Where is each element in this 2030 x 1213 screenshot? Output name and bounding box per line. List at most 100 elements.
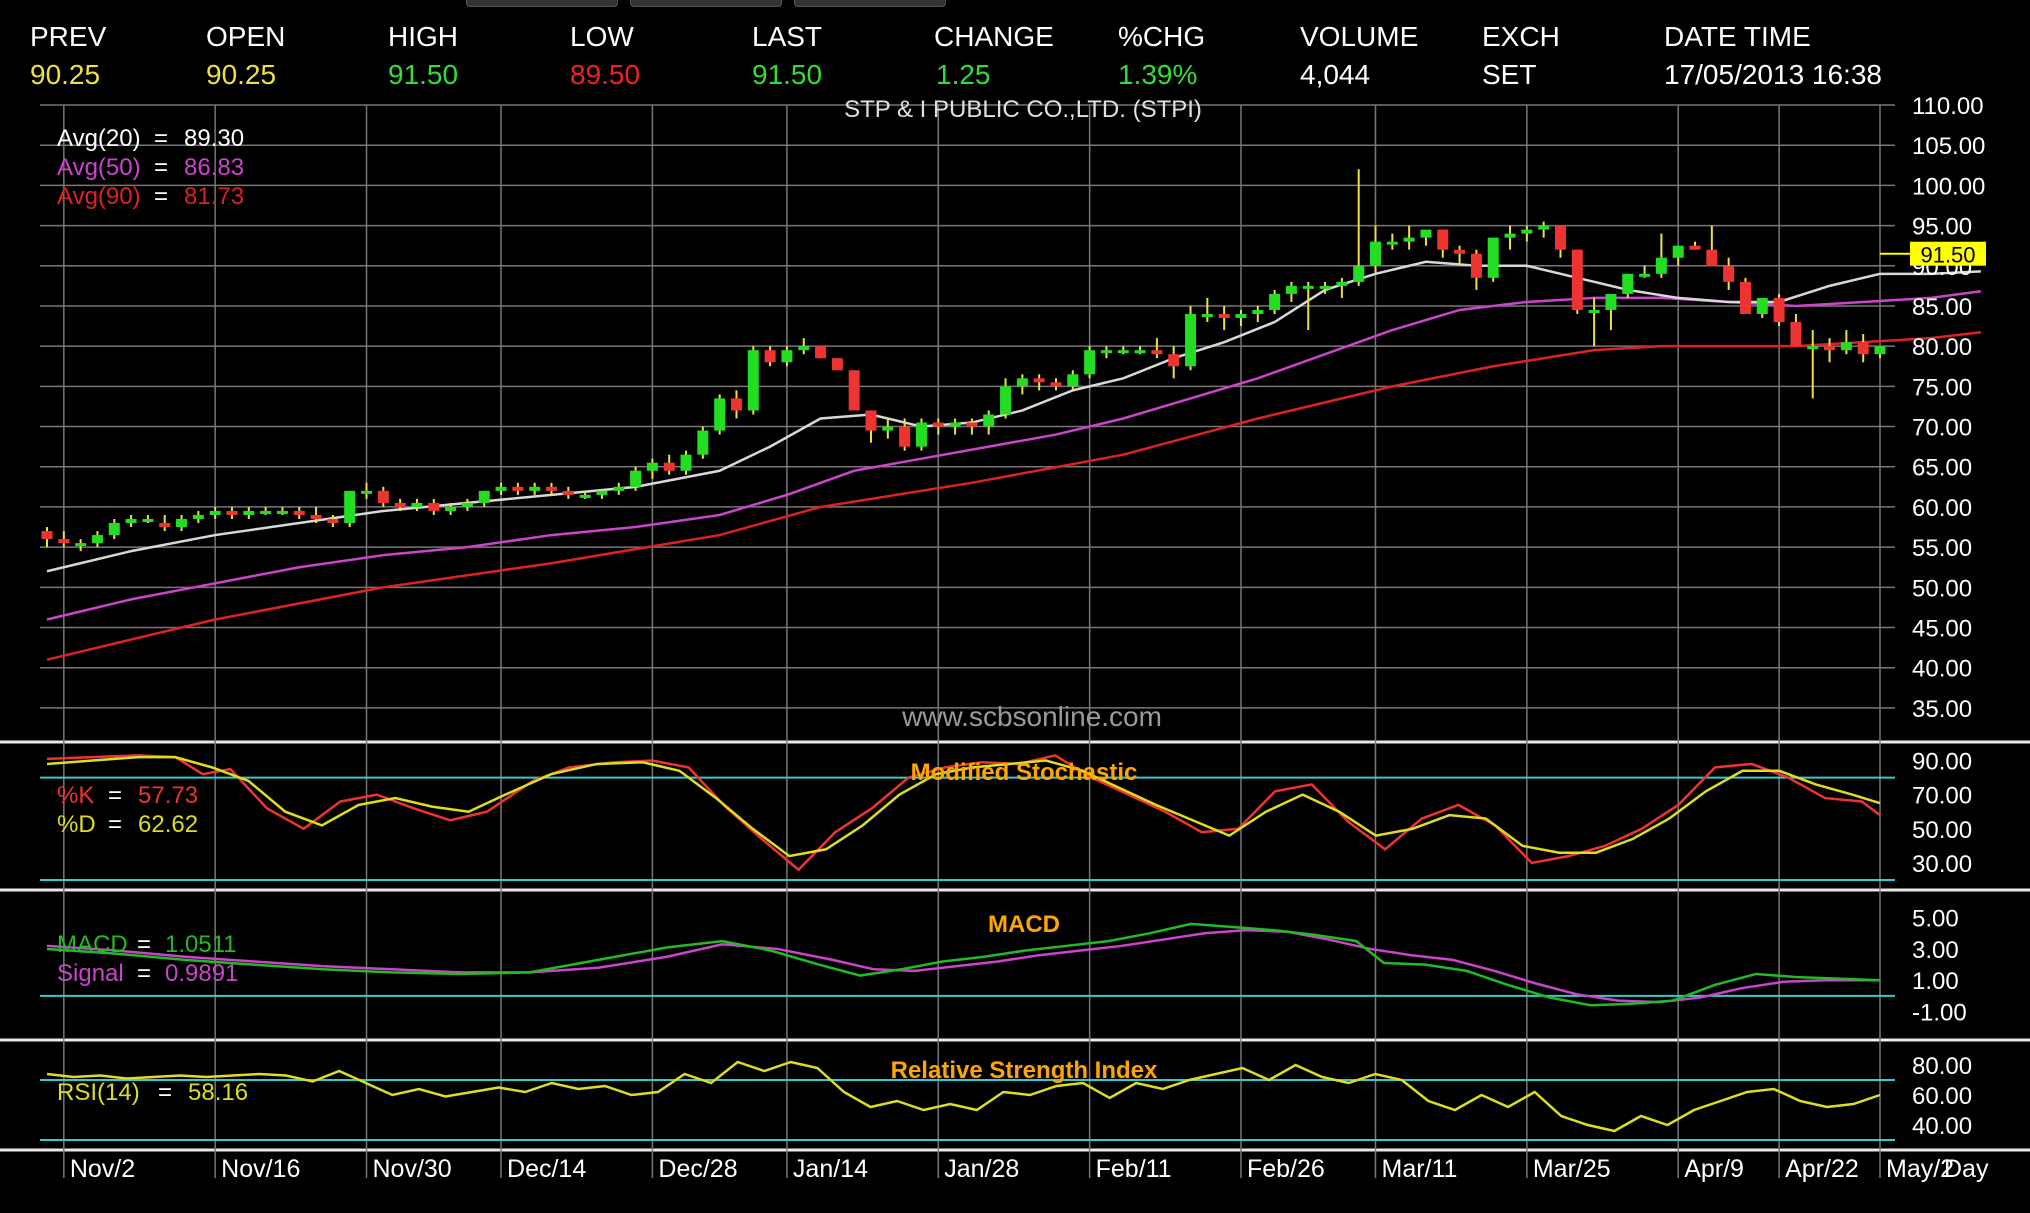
candle-up [1067, 374, 1079, 387]
candle-up [192, 514, 204, 519]
quote-open-label: OPEN [206, 21, 286, 52]
candle-up [1134, 350, 1146, 354]
avg-legend-value: 86.83 [184, 154, 244, 181]
avg-legend-name: Avg(50) [57, 154, 141, 181]
candle-down [1689, 245, 1701, 250]
candle-up [1235, 314, 1247, 319]
candle-up [1285, 285, 1297, 294]
candle-up [714, 398, 726, 431]
candle-up [1655, 257, 1667, 274]
candle-down [966, 422, 978, 427]
candle-down [1790, 322, 1802, 347]
quote-high-value: 91.50 [388, 59, 459, 90]
avg20-line [46, 260, 1981, 573]
toolbar-tab-2[interactable] [630, 0, 782, 7]
candle-up [125, 518, 137, 524]
macd-legend-name: Signal [57, 960, 124, 987]
candle-down [226, 510, 238, 515]
candle-up [949, 422, 961, 427]
candle-down [899, 426, 911, 447]
candle-up [1117, 350, 1129, 354]
x-tick-label: May/2 [1886, 1155, 1954, 1183]
toolbar-tab-1[interactable] [466, 0, 618, 7]
quote-last-label: LAST [752, 21, 823, 52]
x-tick-label: Mar/11 [1382, 1155, 1458, 1183]
price-tick-label: 50.00 [1912, 575, 1972, 602]
stoch-tick-label: 30.00 [1912, 851, 1972, 878]
rsi-tick-label: 60.00 [1912, 1083, 1972, 1110]
price-tick-label: 60.00 [1912, 495, 1972, 522]
quote-volume-value: 4,044 [1300, 59, 1371, 90]
candle-up [1521, 229, 1533, 234]
avg-legend-eq: = [154, 154, 168, 181]
candle-up [680, 454, 692, 471]
avg-legend-name: Avg(90) [57, 183, 141, 210]
stoch-d-line [46, 755, 1881, 858]
candle-down [831, 358, 843, 371]
price-tick-label: 110.00 [1912, 93, 1984, 120]
candle-up [243, 510, 255, 515]
candle-up [1504, 233, 1516, 238]
candle-up [1370, 241, 1382, 266]
rsi-legend-eq: = [158, 1079, 172, 1106]
candlesticks [41, 169, 1886, 552]
rsi-tick-label: 80.00 [1912, 1053, 1972, 1080]
candle-up [1672, 245, 1684, 258]
quote-pctchg-value: 1.39% [1118, 59, 1198, 90]
candle-down [1454, 249, 1466, 254]
avg-legend-name: Avg(20) [57, 125, 141, 152]
quote-exch: EXCH SET [1482, 18, 1560, 94]
candle-down [545, 486, 557, 491]
avg-legend-value: 89.30 [184, 125, 244, 152]
rsi-title: Relative Strength Index [891, 1057, 1158, 1084]
candle-down [377, 490, 389, 503]
candle-down [562, 490, 574, 495]
candle-up [1807, 346, 1819, 350]
quote-volume-label: VOLUME [1300, 21, 1419, 52]
toolbar-tab-3[interactable] [794, 0, 946, 7]
candle-up [1538, 225, 1550, 230]
candle-up [75, 543, 87, 547]
chart-title: STP & I PUBLIC CO.,LTD. (STPI) [844, 96, 1202, 123]
macd-signal-line [46, 928, 1880, 1004]
candle-up [344, 490, 356, 524]
candle-up [1269, 293, 1281, 310]
rsi-tick-label: 40.00 [1912, 1113, 1972, 1140]
candle-up [1840, 342, 1852, 351]
quote-prev-value: 90.25 [30, 59, 101, 90]
last-price-label: 91.50 [1920, 243, 1975, 268]
candle-down [730, 398, 742, 411]
candle-up [1420, 229, 1432, 238]
quote-low: LOW 89.50 [570, 18, 640, 94]
candle-up [1252, 309, 1264, 315]
candle-up [91, 535, 103, 544]
candle-up [613, 486, 625, 491]
rsi-legend-value: 58.16 [188, 1079, 248, 1106]
candle-down [1554, 225, 1566, 250]
candle-up [1639, 273, 1651, 277]
x-tick-label: Nov/16 [221, 1155, 300, 1183]
candle-down [428, 502, 440, 511]
avg50-line [46, 290, 1982, 621]
candle-down [1773, 297, 1785, 323]
candle-up [1000, 386, 1012, 415]
price-tick-label: 45.00 [1912, 616, 1972, 643]
candle-up [1336, 281, 1348, 286]
candle-down [815, 346, 827, 359]
macd-tick-label: 3.00 [1912, 937, 1959, 964]
candle-up [1185, 314, 1197, 367]
quote-volume: VOLUME 4,044 [1300, 18, 1418, 94]
chart-labels: STP & I PUBLIC CO.,LTD. (STPI) www.scbson… [57, 96, 1986, 1106]
stoch-legend-value: 62.62 [138, 811, 198, 838]
candle-up [1201, 314, 1213, 318]
quote-pctchg: %CHG 1.39% [1118, 18, 1205, 94]
macd-legend-name: MACD [57, 931, 128, 958]
quote-change-value: 1.25 [936, 59, 991, 90]
candle-up [781, 350, 793, 363]
price-tick-label: 70.00 [1912, 415, 1972, 442]
candle-up [747, 350, 759, 411]
stoch-k-line [46, 754, 1881, 872]
macd-title: MACD [988, 911, 1060, 938]
quote-change: CHANGE 1.25 [934, 18, 1054, 94]
